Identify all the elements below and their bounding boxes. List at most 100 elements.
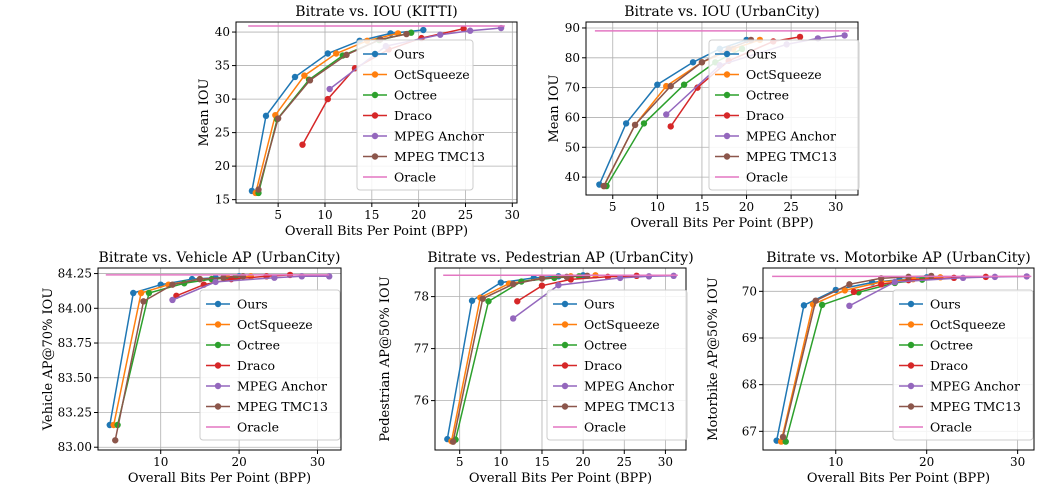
x-tick-label: 15 (694, 200, 709, 214)
data-point-draco (694, 84, 701, 91)
chart-title: Bitrate vs. Motorbike AP (UrbanCity) (766, 250, 1030, 266)
y-tick-label: 30 (215, 92, 230, 106)
y-tick-label: 84.25 (58, 267, 92, 281)
x-tick-label: 15 (534, 455, 549, 469)
x-tick-label: 10 (493, 455, 508, 469)
legend-marker-draco (371, 112, 379, 119)
data-point-mpeg-anchor (555, 281, 562, 289)
legend-label-mpeg-tmc13: MPEG TMC13 (584, 399, 675, 414)
data-point-draco (460, 25, 467, 32)
y-tick-label: 67 (742, 424, 757, 438)
legend-marker-mpeg-tmc13 (723, 153, 731, 160)
legend-marker-mpeg-tmc13 (214, 403, 222, 410)
legend-marker-draco (723, 112, 731, 119)
data-point-mpeg-anchor (663, 111, 670, 118)
legend-label-oracle: Oracle (394, 170, 436, 185)
data-point-mpeg-anchor (326, 273, 333, 280)
legend-marker-mpeg-tmc13 (907, 403, 915, 410)
legend-label-oracle: Oracle (237, 420, 279, 435)
legend-marker-ours (907, 300, 915, 308)
legend-label-octree: Octree (394, 88, 437, 103)
x-tick-label: 10 (153, 455, 168, 469)
legend-marker-octree (371, 91, 379, 99)
legend: Ours OctSqueeze Octree Draco MPEG Anchor MPEG… (892, 289, 1034, 441)
data-point-mpeg-tmc13 (196, 275, 204, 283)
y-tick-label: 40 (215, 25, 230, 39)
y-tick-label: 84.00 (58, 301, 92, 315)
legend-marker-octree (214, 341, 222, 349)
y-axis-label: Pedestrian AP@50% IOU (378, 276, 393, 441)
legend-label-oracle: Oracle (930, 420, 972, 435)
legend-marker-mpeg-tmc13 (371, 153, 379, 160)
series-line-mpeg-tmc13 (114, 275, 244, 441)
x-tick-label: 10 (828, 455, 843, 469)
y-tick-label: 70 (565, 81, 580, 95)
data-point-mpeg-tmc13 (343, 51, 350, 59)
legend-marker-ours (561, 300, 569, 308)
data-point-mpeg-anchor (212, 278, 219, 286)
legend-label-mpeg-tmc13: MPEG TMC13 (237, 399, 328, 414)
y-tick-label: 35 (215, 59, 230, 73)
legend-marker-octsqueeze (561, 321, 569, 328)
data-point-mpeg-tmc13 (274, 115, 282, 122)
data-point-octree (145, 289, 153, 297)
chart-2: 5 10 15 20 25 30 40 50 60 70 80 90 Bitrate vs. IOU (… (547, 4, 860, 231)
legend-label-oracle: Oracle (746, 170, 788, 185)
chart-title: Bitrate vs. Pedestrian AP (UrbanCity) (427, 250, 693, 266)
x-tick-label: 20 (411, 208, 426, 222)
x-tick-label: 5 (609, 200, 617, 214)
data-point-octree (680, 81, 688, 88)
chart-3: 10 20 30 83.00 83.25 83.50 83.75 84.00 84.25 Bitr… (41, 250, 342, 486)
series-line-octsqueeze (780, 276, 941, 442)
legend-marker-mpeg-anchor (561, 382, 569, 390)
data-point-mpeg-tmc13 (509, 280, 517, 288)
legend-marker-octsqueeze (214, 321, 222, 328)
legend-marker-draco (214, 362, 222, 369)
data-point-draco (878, 281, 885, 288)
legend-label-octsqueeze: OctSqueeze (746, 67, 822, 82)
data-point-mpeg-anchor (466, 27, 474, 34)
data-point-mpeg-tmc13 (812, 297, 819, 304)
x-tick-label: 20 (739, 200, 754, 214)
data-point-mpeg-tmc13 (239, 273, 247, 280)
legend-label-mpeg-anchor: MPEG Anchor (237, 379, 327, 394)
plot-frame (97, 267, 342, 451)
legend-label-mpeg-tmc13: MPEG TMC13 (930, 399, 1021, 414)
legend-marker-octsqueeze (723, 71, 731, 78)
legend-label-draco: Draco (584, 358, 622, 373)
y-tick-label: 60 (565, 110, 580, 124)
series-line-ours (446, 274, 584, 440)
series-mpeg-anchor (509, 272, 677, 322)
legend-marker-draco (561, 362, 569, 369)
data-point-mpeg-tmc13 (667, 82, 674, 90)
legend-marker-ours (371, 50, 379, 58)
legend-label-mpeg-tmc13: MPEG TMC13 (394, 149, 485, 164)
y-tick-label: 69 (742, 331, 757, 345)
data-point-mpeg-tmc13 (169, 281, 176, 288)
data-point-draco (514, 298, 521, 305)
y-tick-label: 83.00 (58, 440, 92, 454)
legend-label-ours: Ours (394, 47, 425, 62)
data-point-draco (667, 123, 674, 130)
data-point-mpeg-tmc13 (479, 295, 486, 302)
legend-label-octree: Octree (237, 338, 280, 353)
legend-label-octree: Octree (584, 338, 627, 353)
series-line-mpeg-tmc13 (452, 275, 588, 442)
chart-5: 10 20 30 67 68 69 70 Bitrate vs. Motorbike AP (… (706, 250, 1035, 486)
data-point-mpeg-anchor (169, 296, 176, 304)
legend-box (199, 289, 341, 441)
legend-label-octree: Octree (930, 338, 973, 353)
series-line-mpeg-tmc13 (257, 33, 407, 190)
data-point-mpeg-anchor (509, 315, 517, 322)
legend-label-ours: Ours (930, 297, 961, 312)
legend-label-octsqueeze: OctSqueeze (237, 317, 313, 332)
legend-box (546, 289, 688, 441)
legend-marker-ours (214, 300, 222, 308)
data-point-mpeg-tmc13 (779, 433, 787, 441)
y-tick-label: 83.50 (58, 371, 92, 385)
data-point-ours (420, 26, 427, 34)
legend-label-octsqueeze: OctSqueeze (930, 317, 1006, 332)
legend-marker-octsqueeze (907, 321, 915, 328)
legend-label-oracle: Oracle (584, 420, 626, 435)
